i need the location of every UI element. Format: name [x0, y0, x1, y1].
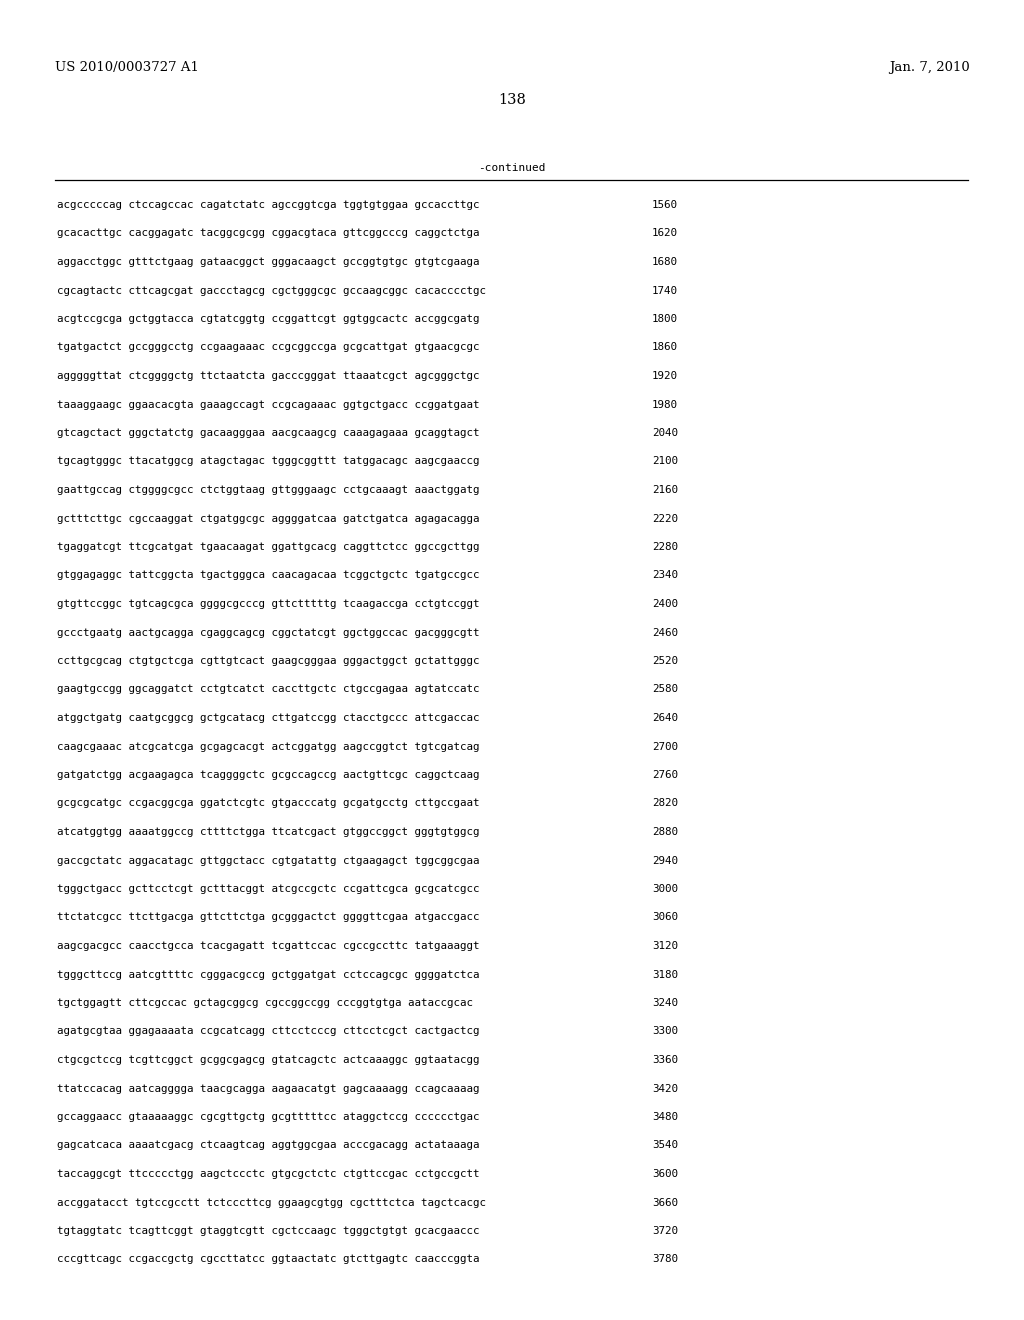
Text: gaattgccag ctggggcgcc ctctggtaag gttgggaagc cctgcaaagt aaactggatg: gaattgccag ctggggcgcc ctctggtaag gttggga…: [57, 484, 479, 495]
Text: aagcgacgcc caacctgcca tcacgagatt tcgattccac cgccgccttc tatgaaaggt: aagcgacgcc caacctgcca tcacgagatt tcgattc…: [57, 941, 479, 950]
Text: 3600: 3600: [652, 1170, 678, 1179]
Text: tgaggatcgt ttcgcatgat tgaacaagat ggattgcacg caggttctcc ggccgcttgg: tgaggatcgt ttcgcatgat tgaacaagat ggattgc…: [57, 543, 479, 552]
Text: Jan. 7, 2010: Jan. 7, 2010: [889, 62, 970, 74]
Text: 3480: 3480: [652, 1111, 678, 1122]
Text: tgggctgacc gcttcctcgt gctttacggt atcgccgctc ccgattcgca gcgcatcgcc: tgggctgacc gcttcctcgt gctttacggt atcgccg…: [57, 884, 479, 894]
Text: ttctatcgcc ttcttgacga gttcttctga gcgggactct ggggttcgaa atgaccgacc: ttctatcgcc ttcttgacga gttcttctga gcgggac…: [57, 912, 479, 923]
Text: 2040: 2040: [652, 428, 678, 438]
Text: caagcgaaac atcgcatcga gcgagcacgt actcggatgg aagccggtct tgtcgatcag: caagcgaaac atcgcatcga gcgagcacgt actcgga…: [57, 742, 479, 751]
Text: ttatccacag aatcagggga taacgcagga aagaacatgt gagcaaaagg ccagcaaaag: ttatccacag aatcagggga taacgcagga aagaaca…: [57, 1084, 479, 1093]
Text: tgcagtgggc ttacatggcg atagctagac tgggcggttt tatggacagc aagcgaaccg: tgcagtgggc ttacatggcg atagctagac tgggcgg…: [57, 457, 479, 466]
Text: 3780: 3780: [652, 1254, 678, 1265]
Text: ctgcgctccg tcgttcggct gcggcgagcg gtatcagctc actcaaaggc ggtaatacgg: ctgcgctccg tcgttcggct gcggcgagcg gtatcag…: [57, 1055, 479, 1065]
Text: agggggttat ctcggggctg ttctaatcta gacccgggat ttaaatcgct agcgggctgc: agggggttat ctcggggctg ttctaatcta gacccgg…: [57, 371, 479, 381]
Text: 3060: 3060: [652, 912, 678, 923]
Text: 3000: 3000: [652, 884, 678, 894]
Text: agatgcgtaa ggagaaaata ccgcatcagg cttcctcccg cttcctcgct cactgactcg: agatgcgtaa ggagaaaata ccgcatcagg cttcctc…: [57, 1027, 479, 1036]
Text: gtgttccggc tgtcagcgca ggggcgcccg gttctttttg tcaagaccga cctgtccggt: gtgttccggc tgtcagcgca ggggcgcccg gttcttt…: [57, 599, 479, 609]
Text: 2340: 2340: [652, 570, 678, 581]
Text: gcgcgcatgc ccgacggcga ggatctcgtc gtgacccatg gcgatgcctg cttgccgaat: gcgcgcatgc ccgacggcga ggatctcgtc gtgaccc…: [57, 799, 479, 808]
Text: tgctggagtt cttcgccac gctagcggcg cgccggccgg cccggtgtga aataccgcac: tgctggagtt cttcgccac gctagcggcg cgccggcc…: [57, 998, 473, 1008]
Text: 138: 138: [498, 92, 526, 107]
Text: tgggcttccg aatcgttttc cgggacgccg gctggatgat cctccagcgc ggggatctca: tgggcttccg aatcgttttc cgggacgccg gctggat…: [57, 969, 479, 979]
Text: gtggagaggc tattcggcta tgactgggca caacagacaa tcggctgctc tgatgccgcc: gtggagaggc tattcggcta tgactgggca caacaga…: [57, 570, 479, 581]
Text: gagcatcaca aaaatcgacg ctcaagtcag aggtggcgaa acccgacagg actataaaga: gagcatcaca aaaatcgacg ctcaagtcag aggtggc…: [57, 1140, 479, 1151]
Text: gatgatctgg acgaagagca tcaggggctc gcgccagccg aactgttcgc caggctcaag: gatgatctgg acgaagagca tcaggggctc gcgccag…: [57, 770, 479, 780]
Text: 1740: 1740: [652, 285, 678, 296]
Text: gaagtgccgg ggcaggatct cctgtcatct caccttgctc ctgccgagaa agtatccatc: gaagtgccgg ggcaggatct cctgtcatct caccttg…: [57, 685, 479, 694]
Text: cccgttcagc ccgaccgctg cgccttatcc ggtaactatc gtcttgagtc caacccggta: cccgttcagc ccgaccgctg cgccttatcc ggtaact…: [57, 1254, 479, 1265]
Text: 1620: 1620: [652, 228, 678, 239]
Text: gaccgctatc aggacatagc gttggctacc cgtgatattg ctgaagagct tggcggcgaa: gaccgctatc aggacatagc gttggctacc cgtgata…: [57, 855, 479, 866]
Text: 3120: 3120: [652, 941, 678, 950]
Text: 1860: 1860: [652, 342, 678, 352]
Text: 3180: 3180: [652, 969, 678, 979]
Text: tgtaggtatc tcagttcggt gtaggtcgtt cgctccaagc tgggctgtgt gcacgaaccc: tgtaggtatc tcagttcggt gtaggtcgtt cgctcca…: [57, 1226, 479, 1236]
Text: 2880: 2880: [652, 828, 678, 837]
Text: acgtccgcga gctggtacca cgtatcggtg ccggattcgt ggtggcactc accggcgatg: acgtccgcga gctggtacca cgtatcggtg ccggatt…: [57, 314, 479, 323]
Text: -continued: -continued: [478, 162, 546, 173]
Text: 3420: 3420: [652, 1084, 678, 1093]
Text: taaaggaagc ggaacacgta gaaagccagt ccgcagaaac ggtgctgacc ccggatgaat: taaaggaagc ggaacacgta gaaagccagt ccgcaga…: [57, 400, 479, 409]
Text: 2640: 2640: [652, 713, 678, 723]
Text: 3300: 3300: [652, 1027, 678, 1036]
Text: ccttgcgcag ctgtgctcga cgttgtcact gaagcgggaa gggactggct gctattgggc: ccttgcgcag ctgtgctcga cgttgtcact gaagcgg…: [57, 656, 479, 667]
Text: 2520: 2520: [652, 656, 678, 667]
Text: 2280: 2280: [652, 543, 678, 552]
Text: atcatggtgg aaaatggccg cttttctgga ttcatcgact gtggccggct gggtgtggcg: atcatggtgg aaaatggccg cttttctgga ttcatcg…: [57, 828, 479, 837]
Text: 2400: 2400: [652, 599, 678, 609]
Text: 2760: 2760: [652, 770, 678, 780]
Text: 2100: 2100: [652, 457, 678, 466]
Text: US 2010/0003727 A1: US 2010/0003727 A1: [55, 62, 199, 74]
Text: gccctgaatg aactgcagga cgaggcagcg cggctatcgt ggctggccac gacgggcgtt: gccctgaatg aactgcagga cgaggcagcg cggctat…: [57, 627, 479, 638]
Text: 2820: 2820: [652, 799, 678, 808]
Text: cgcagtactc cttcagcgat gaccctagcg cgctgggcgc gccaagcggc cacacccctgc: cgcagtactc cttcagcgat gaccctagcg cgctggg…: [57, 285, 486, 296]
Text: 1980: 1980: [652, 400, 678, 409]
Text: gctttcttgc cgccaaggat ctgatggcgc aggggatcaa gatctgatca agagacagga: gctttcttgc cgccaaggat ctgatggcgc aggggat…: [57, 513, 479, 524]
Text: aggacctggc gtttctgaag gataacggct gggacaagct gccggtgtgc gtgtcgaaga: aggacctggc gtttctgaag gataacggct gggacaa…: [57, 257, 479, 267]
Text: 2460: 2460: [652, 627, 678, 638]
Text: tgatgactct gccgggcctg ccgaagaaac ccgcggccga gcgcattgat gtgaacgcgc: tgatgactct gccgggcctg ccgaagaaac ccgcggc…: [57, 342, 479, 352]
Text: 3360: 3360: [652, 1055, 678, 1065]
Text: atggctgatg caatgcggcg gctgcatacg cttgatccgg ctacctgccc attcgaccac: atggctgatg caatgcggcg gctgcatacg cttgatc…: [57, 713, 479, 723]
Text: 2940: 2940: [652, 855, 678, 866]
Text: 3240: 3240: [652, 998, 678, 1008]
Text: 2160: 2160: [652, 484, 678, 495]
Text: 1920: 1920: [652, 371, 678, 381]
Text: 3660: 3660: [652, 1197, 678, 1208]
Text: accggatacct tgtccgcctt tctcccttcg ggaagcgtgg cgctttctca tagctcacgc: accggatacct tgtccgcctt tctcccttcg ggaagc…: [57, 1197, 486, 1208]
Text: 2220: 2220: [652, 513, 678, 524]
Text: 1800: 1800: [652, 314, 678, 323]
Text: gccaggaacc gtaaaaaggc cgcgttgctg gcgtttttcc ataggctccg cccccctgac: gccaggaacc gtaaaaaggc cgcgttgctg gcgtttt…: [57, 1111, 479, 1122]
Text: 2700: 2700: [652, 742, 678, 751]
Text: 3540: 3540: [652, 1140, 678, 1151]
Text: 2580: 2580: [652, 685, 678, 694]
Text: 3720: 3720: [652, 1226, 678, 1236]
Text: acgcccccag ctccagccac cagatctatc agccggtcga tggtgtggaa gccaccttgc: acgcccccag ctccagccac cagatctatc agccggt…: [57, 201, 479, 210]
Text: gtcagctact gggctatctg gacaagggaa aacgcaagcg caaagagaaa gcaggtagct: gtcagctact gggctatctg gacaagggaa aacgcaa…: [57, 428, 479, 438]
Text: taccaggcgt ttccccctgg aagctccctc gtgcgctctc ctgttccgac cctgccgctt: taccaggcgt ttccccctgg aagctccctc gtgcgct…: [57, 1170, 479, 1179]
Text: 1560: 1560: [652, 201, 678, 210]
Text: 1680: 1680: [652, 257, 678, 267]
Text: gcacacttgc cacggagatc tacggcgcgg cggacgtaca gttcggcccg caggctctga: gcacacttgc cacggagatc tacggcgcgg cggacgt…: [57, 228, 479, 239]
